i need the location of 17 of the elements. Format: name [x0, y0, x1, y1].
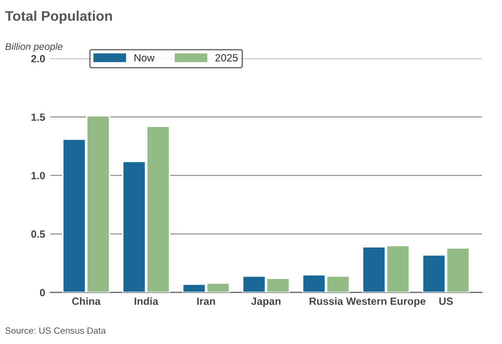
legend-label: Now: [134, 54, 155, 62]
y-tick-label: 0: [40, 288, 45, 296]
y-tick-label: 0.5: [31, 230, 46, 238]
x-tick-label: Western Europe: [346, 298, 426, 307]
x-tick-label: Iran: [197, 298, 216, 305]
x-tick-label: US: [439, 298, 453, 305]
y-tick-label: 2.0: [31, 54, 45, 62]
source-note: Source: US Census Data: [5, 327, 106, 334]
x-tick-label: China: [72, 297, 101, 305]
x-tick-label: India: [134, 297, 158, 305]
x-tick-label: Japan: [251, 298, 280, 307]
y-tick-label: 1.5: [32, 114, 46, 121]
y-axis-title: Billion people: [5, 42, 62, 52]
x-tick-label: Russia: [310, 297, 344, 305]
y-tick-label: 1.0: [32, 172, 45, 180]
chart-title: Total Population: [5, 10, 112, 24]
legend-label: 2025: [215, 54, 238, 62]
